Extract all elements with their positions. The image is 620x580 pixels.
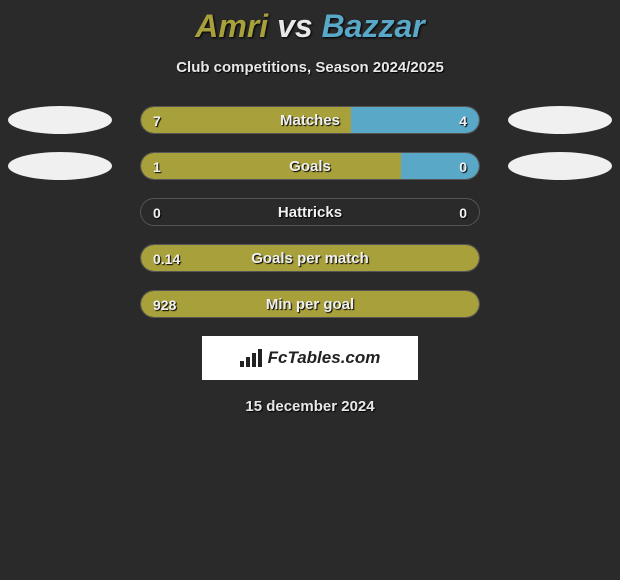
comparison-card: Amri vs Bazzar Club competitions, Season…	[0, 0, 620, 415]
metric-row: 928Min per goal	[0, 290, 620, 318]
title-vs: vs	[277, 8, 313, 44]
player1-badge	[8, 106, 112, 134]
player1-name: Amri	[195, 8, 268, 44]
comparison-chart: 74Matches 10Goals 00Hattricks 0.14Goals per…	[0, 106, 620, 318]
subtitle: Club competitions, Season 2024/2025	[0, 59, 620, 76]
metric-row: 0.14Goals per match	[0, 244, 620, 272]
player2-badge	[508, 106, 612, 134]
bar-track: 00Hattricks	[140, 198, 480, 226]
bar-track: 10Goals	[140, 152, 480, 180]
brand-text: FcTables.com	[268, 348, 381, 368]
player2-name: Bazzar	[322, 8, 425, 44]
metric-label: Matches	[141, 107, 479, 134]
metric-row: 00Hattricks	[0, 198, 620, 226]
metric-label: Min per goal	[141, 291, 479, 318]
brand-footer[interactable]: FcTables.com	[202, 336, 418, 380]
metric-row: 74Matches	[0, 106, 620, 134]
player1-badge	[8, 152, 112, 180]
metric-label: Goals	[141, 153, 479, 180]
metric-label: Goals per match	[141, 245, 479, 272]
player2-badge	[508, 152, 612, 180]
page-title: Amri vs Bazzar	[0, 0, 620, 45]
metric-label: Hattricks	[141, 199, 479, 226]
date-label: 15 december 2024	[0, 398, 620, 415]
bar-track: 928Min per goal	[140, 290, 480, 318]
bar-track: 74Matches	[140, 106, 480, 134]
bar-chart-icon	[240, 349, 262, 367]
metric-row: 10Goals	[0, 152, 620, 180]
bar-track: 0.14Goals per match	[140, 244, 480, 272]
